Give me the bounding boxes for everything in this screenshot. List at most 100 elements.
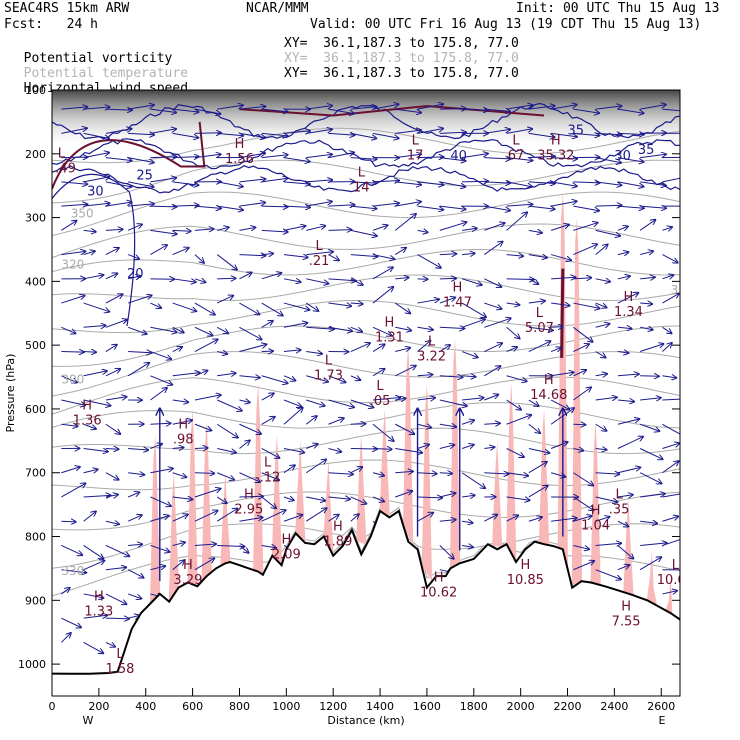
wind-vector xyxy=(462,376,475,377)
wind-vector xyxy=(595,181,622,185)
forecast-value: 24 h xyxy=(66,17,98,32)
wind-vector xyxy=(261,302,283,316)
extremum-label: L.05 xyxy=(370,379,391,409)
wind-vector xyxy=(372,423,394,441)
wind-vector xyxy=(61,128,87,134)
wind-vector xyxy=(83,153,109,159)
extremum-label: L5.07 xyxy=(525,306,554,336)
wind-vector xyxy=(617,293,638,304)
wind-vector xyxy=(261,254,273,255)
extremum-kind: L xyxy=(412,134,420,149)
y-tick-label: 200 xyxy=(25,148,46,161)
wind-vector xyxy=(395,327,411,330)
wind-vector xyxy=(172,132,199,137)
wind-vector xyxy=(528,278,538,284)
wind-vector xyxy=(417,299,439,304)
wind-vector xyxy=(439,132,466,133)
wind-vector xyxy=(350,255,378,257)
wind-vector xyxy=(83,495,111,497)
wind-vector xyxy=(417,230,428,232)
pv-fill xyxy=(201,421,212,582)
wind-vector xyxy=(617,157,644,162)
wind-vector xyxy=(306,180,332,182)
extremum-kind: L xyxy=(672,558,680,573)
wind-vector xyxy=(128,352,151,353)
wind-vector xyxy=(395,302,410,313)
wind-vector xyxy=(239,179,265,182)
wind-vector xyxy=(551,518,576,522)
terrain-fill xyxy=(52,511,680,696)
wind-vector xyxy=(83,512,96,522)
wind-vector xyxy=(127,224,142,231)
extremum-value: 1.49 xyxy=(47,161,76,176)
wind-vector xyxy=(105,495,118,497)
wind-vector xyxy=(239,400,249,402)
wind-vector xyxy=(172,347,182,352)
wind-vector xyxy=(573,448,583,450)
wind-vector xyxy=(61,182,87,184)
extremum-kind: L xyxy=(58,146,66,161)
wind-vector xyxy=(283,226,305,231)
wind-vector xyxy=(128,157,154,163)
extremum-kind: L xyxy=(536,306,544,321)
pv-contour xyxy=(52,121,206,190)
extremum-value: 1.04 xyxy=(581,519,610,534)
wind-vector xyxy=(662,275,673,279)
x-tick-label: 0 xyxy=(49,700,56,713)
wind-vector xyxy=(350,206,377,209)
wind-vector xyxy=(194,511,218,522)
wind-vector xyxy=(172,542,185,545)
x-tick-label: 400 xyxy=(135,700,156,713)
extremum-value: 1.58 xyxy=(105,662,134,677)
forecast-label: Fcst: xyxy=(4,17,44,32)
wind-vector xyxy=(506,326,520,338)
extremum-value: 10.62 xyxy=(657,573,694,588)
wind-vector xyxy=(261,417,275,425)
theta-contour xyxy=(52,376,680,415)
extremum-label: H1.33 xyxy=(84,590,113,620)
wind-vector xyxy=(105,273,117,280)
wind-vector xyxy=(395,398,405,400)
wind-vector xyxy=(172,278,196,282)
wind-vector xyxy=(573,544,589,549)
wind-vector xyxy=(662,493,680,498)
wind-vector xyxy=(484,302,501,309)
pv-contour xyxy=(560,268,565,358)
wind-vector xyxy=(461,351,478,358)
wind-vector xyxy=(417,129,444,134)
wind-vector xyxy=(395,348,410,353)
extremum-kind: H xyxy=(94,590,104,605)
wind-vector xyxy=(639,220,655,231)
wind-vector xyxy=(83,177,110,183)
wind-vector xyxy=(528,156,555,157)
wind-vector xyxy=(462,398,484,400)
wind-vector xyxy=(484,278,501,287)
wind-vector xyxy=(372,326,391,335)
wind-vector xyxy=(105,229,123,230)
wind-vector xyxy=(239,132,265,137)
wind-vector xyxy=(551,303,569,306)
extremum-kind: H xyxy=(624,290,634,305)
wind-vector xyxy=(528,486,548,498)
wind-vector xyxy=(417,398,435,400)
wind-vector xyxy=(506,303,520,305)
wind-vector xyxy=(484,423,500,424)
wind-vector xyxy=(617,400,634,402)
wind-vector xyxy=(194,473,214,474)
extremum-kind: H xyxy=(244,488,254,503)
wind-vector xyxy=(617,252,628,254)
wind-vector xyxy=(306,106,332,110)
wind-vector xyxy=(462,181,488,182)
wind-vector xyxy=(395,202,421,207)
wind-vector xyxy=(417,424,432,427)
wind-vector xyxy=(439,520,456,522)
wind-vector xyxy=(194,279,205,282)
wind-vector xyxy=(239,344,266,353)
wind-vector xyxy=(105,369,120,377)
wind-vector xyxy=(105,345,117,352)
wind-vector xyxy=(372,203,399,206)
wind-vector xyxy=(261,230,288,232)
wind-vector xyxy=(328,418,344,425)
wind-vector xyxy=(639,423,659,431)
extremum-label: L.21 xyxy=(309,239,330,269)
